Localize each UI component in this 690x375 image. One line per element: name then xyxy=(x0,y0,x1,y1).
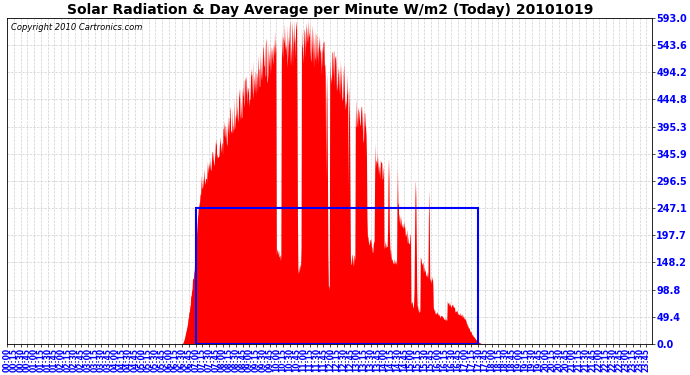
Text: Copyright 2010 Cartronics.com: Copyright 2010 Cartronics.com xyxy=(10,23,142,32)
Title: Solar Radiation & Day Average per Minute W/m2 (Today) 20101019: Solar Radiation & Day Average per Minute… xyxy=(66,3,593,17)
Bar xyxy=(196,208,478,344)
